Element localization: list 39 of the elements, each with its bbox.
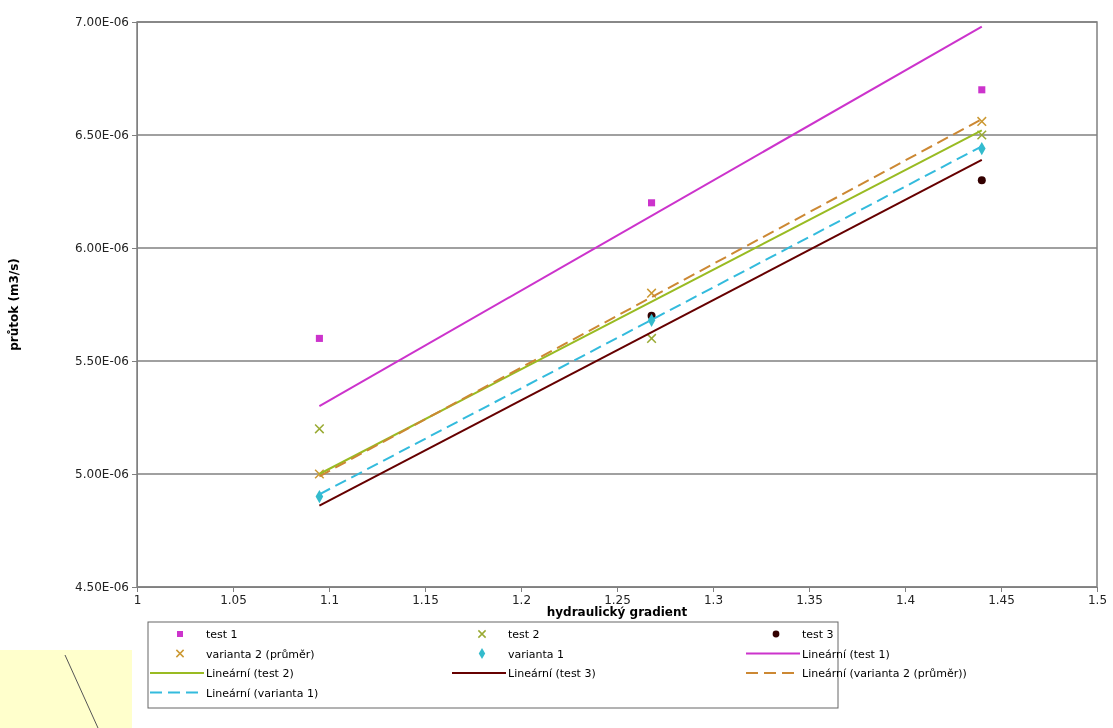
x-axis-title: hydraulický gradient [546,605,688,619]
legend-label: varianta 1 [508,647,565,661]
point [977,176,986,185]
y-tick-label: 6.00E-06 [75,241,129,256]
x-tick-label: 1.25 [604,592,631,607]
point [646,333,657,344]
y-tick-label: 5.50E-06 [75,354,129,369]
x-tick-label: 1.2 [511,592,532,607]
x-tick-label: 1 [133,592,142,607]
y-axis-title: průtok (m3/s) [7,258,21,351]
legend-label: test 3 [802,628,834,641]
legend-label: varianta 2 (průměr) [206,647,315,661]
x-tick-label: 1.05 [220,592,247,607]
point [976,116,987,127]
x-tick-label: 1.3 [703,592,724,607]
legend-label: Lineární (test 3) [508,667,596,680]
x-tick-label: 1.4 [895,592,916,607]
legend-label: Lineární (test 2) [206,667,294,680]
legend-label: test 2 [508,628,540,641]
point [314,423,325,434]
legend-label: Lineární (test 1) [802,647,890,661]
x-tick-label: 1.45 [988,592,1015,607]
x-tick-label: 1.5 [1087,592,1108,607]
legend-label: Lineární (varianta 2 (průměr)) [802,667,967,680]
y-tick-label: 5.00E-06 [75,467,129,482]
legend-label: test 1 [206,628,238,641]
point [976,129,987,141]
point [646,288,657,299]
legend-label: Lineární (varianta 1) [206,686,319,700]
x-tick-label: 1.35 [796,592,823,607]
point [978,86,986,94]
point [314,468,325,480]
x-tick-label: 1.15 [412,592,439,607]
y-tick-label: 6.50E-06 [75,128,129,143]
x-tick-label: 1.1 [319,592,340,607]
y-tick-label: 4.50E-06 [75,580,129,595]
y-tick-label: 7.00E-06 [75,15,129,30]
point [315,334,323,342]
point [648,199,656,207]
